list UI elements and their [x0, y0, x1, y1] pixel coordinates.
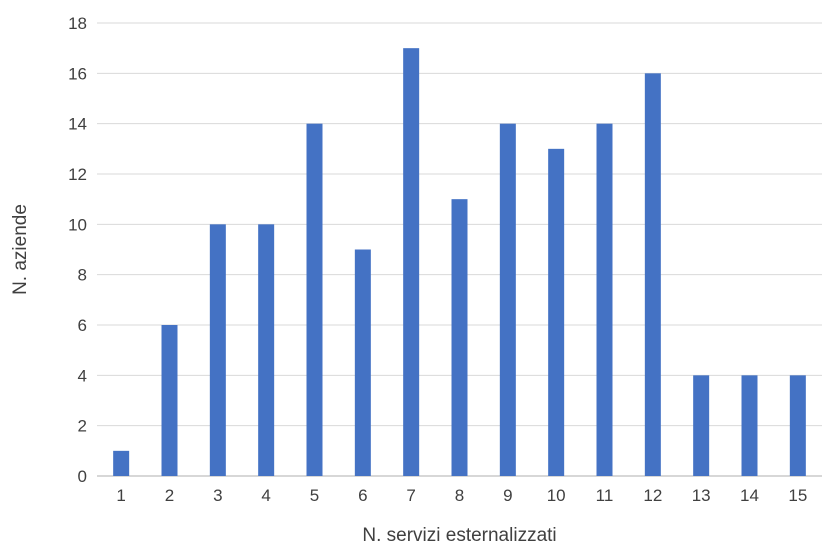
bar — [306, 123, 323, 477]
x-tick-label: 6 — [358, 486, 367, 505]
y-tick-label: 2 — [78, 417, 87, 436]
x-tick-label: 3 — [213, 486, 222, 505]
bar — [548, 148, 565, 477]
x-tick-label: 11 — [596, 486, 614, 505]
bars — [113, 48, 806, 477]
bar — [161, 325, 178, 476]
y-axis-title: N. aziende — [10, 204, 31, 295]
y-tick-label: 16 — [68, 64, 87, 83]
y-tick-label: 4 — [78, 366, 87, 385]
x-tick-label: 12 — [643, 486, 662, 505]
y-axis-ticks: 0 2 4 6 8 10 12 14 16 18 — [68, 14, 87, 486]
bar — [209, 224, 226, 476]
bar — [403, 48, 420, 477]
bar — [451, 199, 468, 476]
bar — [789, 375, 806, 476]
bar — [693, 375, 710, 476]
y-tick-label: 14 — [68, 115, 87, 134]
y-tick-label: 6 — [78, 316, 87, 335]
x-tick-label: 4 — [261, 486, 270, 505]
bar — [596, 123, 613, 477]
x-tick-label: 8 — [455, 486, 464, 505]
x-tick-label: 5 — [310, 486, 319, 505]
bar — [499, 123, 516, 477]
x-tick-label: 9 — [503, 486, 512, 505]
bar — [354, 249, 371, 476]
x-tick-label: 14 — [740, 486, 759, 505]
y-tick-label: 12 — [68, 165, 87, 184]
y-tick-label: 0 — [78, 467, 87, 486]
bar — [644, 73, 661, 476]
x-tick-label: 7 — [406, 486, 415, 505]
x-axis-title: N. servizi esternalizzati — [362, 525, 556, 546]
bar — [113, 450, 130, 476]
x-axis-ticks: 1 2 3 4 5 6 7 8 9 10 11 12 13 14 15 — [116, 486, 807, 505]
x-tick-label: 1 — [116, 486, 125, 505]
y-tick-label: 8 — [78, 266, 87, 285]
x-tick-label: 13 — [692, 486, 711, 505]
y-tick-label: 18 — [68, 14, 87, 33]
x-tick-label: 10 — [547, 486, 566, 505]
bar — [258, 224, 275, 476]
x-tick-label: 15 — [788, 486, 807, 505]
x-tick-label: 2 — [165, 486, 174, 505]
y-tick-label: 10 — [68, 215, 87, 234]
bar — [741, 375, 758, 476]
